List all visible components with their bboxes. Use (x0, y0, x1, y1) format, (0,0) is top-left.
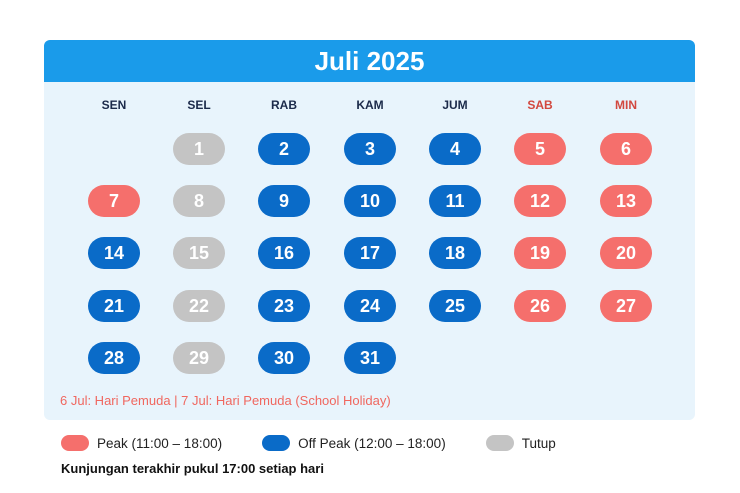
holiday-note: 6 Jul: Hari Pemuda | 7 Jul: Hari Pemuda … (60, 393, 391, 408)
day-29[interactable]: 29 (173, 342, 225, 374)
day-19[interactable]: 19 (514, 237, 566, 269)
legend-offpeak-label: Off Peak (12:00 – 18:00) (298, 435, 446, 451)
day-31[interactable]: 31 (344, 342, 396, 374)
day-22[interactable]: 22 (173, 290, 225, 322)
day-3[interactable]: 3 (344, 133, 396, 165)
day-25[interactable]: 25 (429, 290, 481, 322)
calendar-grid: 1 2 3 4 5 6 7 8 9 10 11 12 13 14 15 16 17 18 19 20 21 22 23 24 2… (44, 40, 695, 420)
day-30[interactable]: 30 (258, 342, 310, 374)
day-20[interactable]: 20 (600, 237, 652, 269)
legend-peak: Peak (11:00 – 18:00) (61, 435, 222, 451)
day-27[interactable]: 27 (600, 290, 652, 322)
closed-swatch (485, 435, 514, 451)
day-2[interactable]: 2 (258, 133, 310, 165)
day-24[interactable]: 24 (344, 290, 396, 322)
legend: Peak (11:00 – 18:00) Off Peak (12:00 – 1… (61, 433, 556, 453)
day-12[interactable]: 12 (514, 185, 566, 217)
peak-swatch (61, 435, 89, 451)
day-5[interactable]: 5 (514, 133, 566, 165)
day-1[interactable]: 1 (173, 133, 225, 165)
last-visit-note: Kunjungan terakhir pukul 17:00 setiap ha… (61, 461, 324, 476)
day-8[interactable]: 8 (173, 185, 225, 217)
legend-closed: Tutup (485, 435, 556, 451)
day-26[interactable]: 26 (514, 290, 566, 322)
legend-offpeak: Off Peak (12:00 – 18:00) (262, 435, 446, 451)
day-21[interactable]: 21 (88, 290, 140, 322)
weekday-rab: RAB (271, 98, 297, 112)
weekday-sel: SEL (187, 98, 211, 112)
day-17[interactable]: 17 (344, 237, 396, 269)
weekday-jum: JUM (442, 98, 468, 112)
month-title: Juli 2025 (44, 40, 695, 82)
day-6[interactable]: 6 (600, 133, 652, 165)
weekday-sen: SEN (101, 98, 127, 112)
day-10[interactable]: 10 (344, 185, 396, 217)
offpeak-swatch (262, 435, 291, 451)
day-9[interactable]: 9 (258, 185, 310, 217)
day-15[interactable]: 15 (173, 237, 225, 269)
day-13[interactable]: 13 (600, 185, 652, 217)
day-11[interactable]: 11 (429, 185, 481, 217)
day-28[interactable]: 28 (88, 342, 140, 374)
legend-peak-label: Peak (11:00 – 18:00) (97, 435, 223, 451)
day-4[interactable]: 4 (429, 133, 481, 165)
day-23[interactable]: 23 (258, 290, 310, 322)
weekday-header-row: SEN SEL RAB KAM JUM SAB MIN (44, 98, 695, 114)
day-14[interactable]: 14 (88, 237, 140, 269)
day-7[interactable]: 7 (88, 185, 140, 217)
day-16[interactable]: 16 (258, 237, 310, 269)
weekday-kam: KAM (356, 98, 384, 112)
day-18[interactable]: 18 (429, 237, 481, 269)
weekday-sab: SAB (527, 98, 553, 112)
weekday-min: MIN (615, 98, 637, 112)
legend-closed-label: Tutup (521, 435, 556, 451)
